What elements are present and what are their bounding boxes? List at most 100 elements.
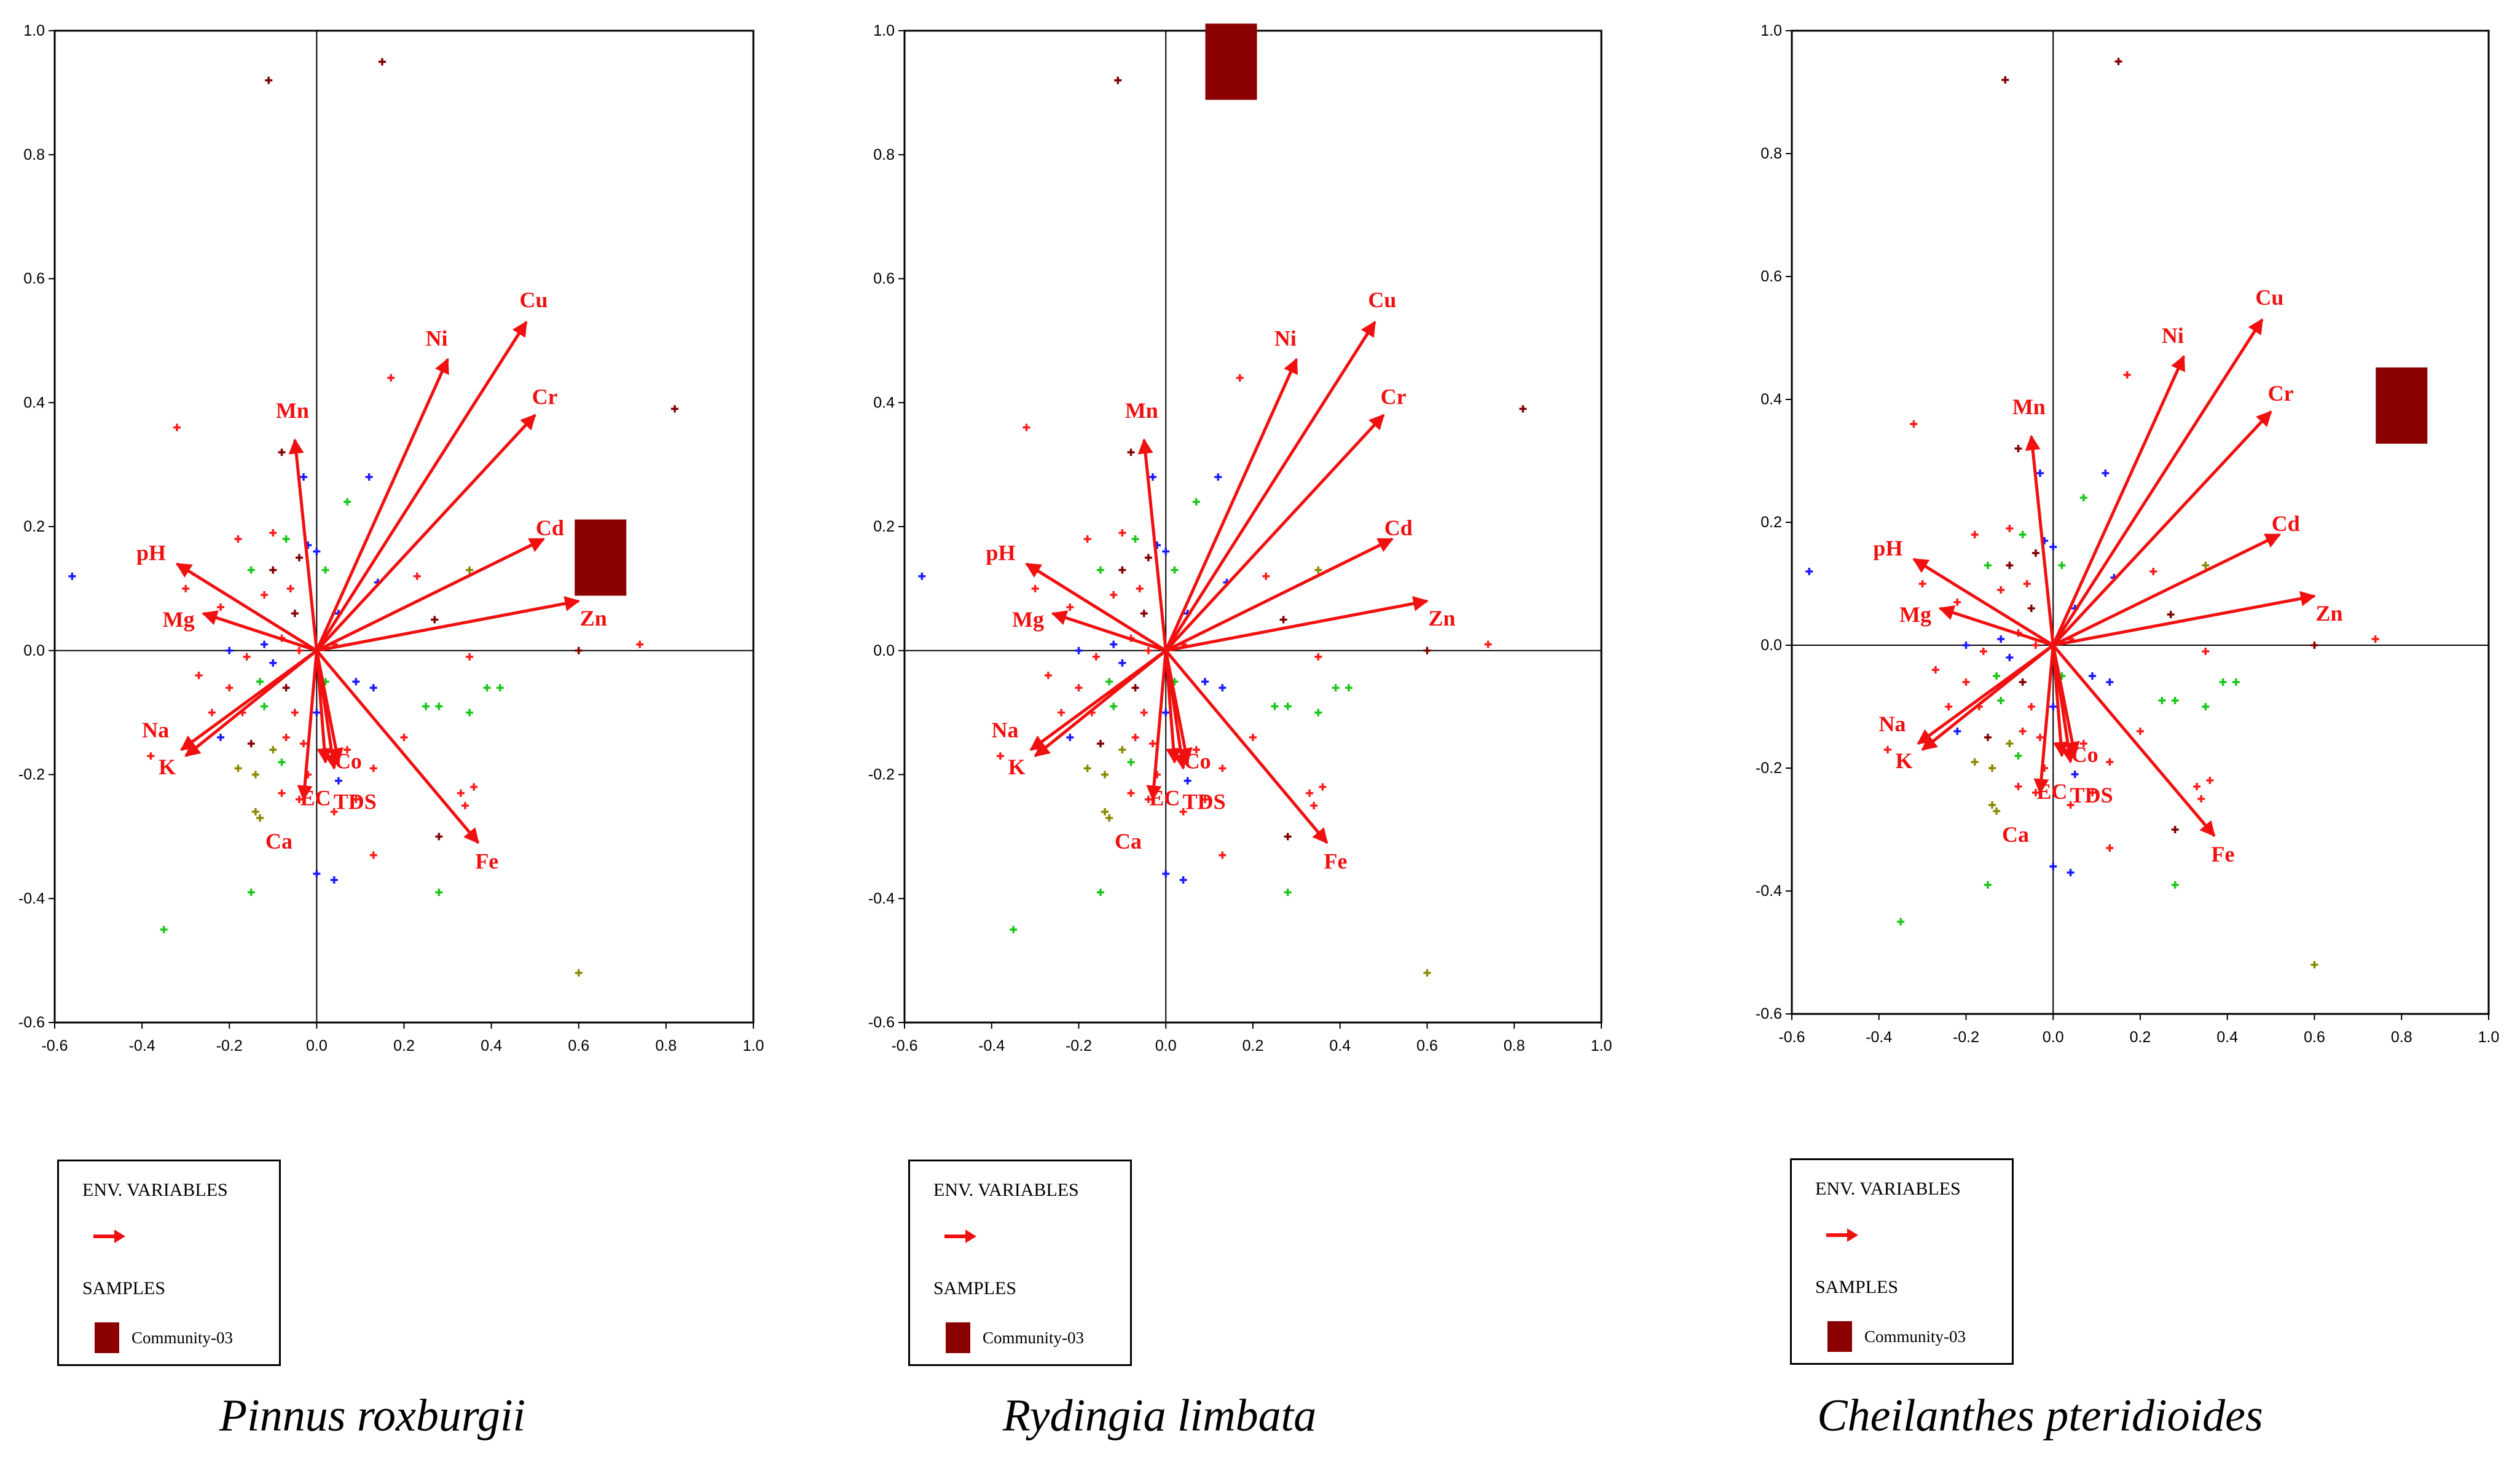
scatter-point	[1423, 969, 1431, 977]
scatter-point	[147, 752, 155, 760]
scatter-point	[483, 684, 491, 692]
scatter-point	[1192, 498, 1200, 506]
scatter-point	[2106, 758, 2114, 766]
y-tick-label: 0.8	[1760, 145, 1782, 162]
scatter-point	[2149, 568, 2157, 575]
scatter-point	[278, 448, 286, 456]
scatter-point	[1140, 610, 1148, 618]
scatter-point	[1279, 616, 1287, 624]
scatter-point	[1997, 586, 2005, 594]
env-label-tds: TDS	[334, 789, 377, 814]
env-arrow-fe	[1164, 650, 1329, 844]
scatter-point	[300, 473, 308, 481]
legend-env-label: ENV. VARIABLES	[933, 1180, 1079, 1200]
env-label-co: Co	[2071, 742, 2098, 767]
env-label-ni: Ni	[426, 326, 448, 351]
scatter-point	[261, 702, 269, 710]
env-label-cd: Cd	[1384, 516, 1413, 540]
y-tick-label: 0.2	[1760, 514, 1782, 531]
env-label-cr: Cr	[2268, 381, 2294, 406]
scatter-point	[1201, 678, 1209, 686]
ordination-plot-cheilanthes-pteridioides: -0.6 -0.4 -0.2 0.0 0.2 0.4 0.6 0.8 1.0 -0.6 -0.4 -0…	[1756, 22, 2499, 1046]
scatter-point	[422, 702, 430, 710]
y-tick-label: 0.2	[23, 518, 45, 535]
x-tick-label: 0.6	[2304, 1029, 2325, 1046]
env-arrow-fe	[2052, 644, 2216, 837]
y-tick-label: 0.6	[23, 270, 45, 288]
scatter-point	[1284, 702, 1292, 710]
scatter-point	[918, 572, 926, 580]
env-label-k: K	[1896, 748, 1913, 773]
env-arrow-cu	[1164, 321, 1376, 652]
env-label-cd: Cd	[2272, 511, 2300, 536]
community-sample-marker	[1205, 23, 1257, 100]
scatter-point	[2049, 543, 2057, 551]
community-sample-marker	[575, 519, 627, 596]
scatter-point	[234, 535, 242, 543]
env-label-cr: Cr	[1381, 384, 1407, 409]
scatter-point	[195, 672, 203, 680]
scatter-point	[457, 789, 465, 797]
scatter-point	[2310, 642, 2318, 649]
scatter-point	[2106, 678, 2114, 686]
scatter-point	[1484, 640, 1492, 648]
scatter-point	[282, 535, 290, 543]
env-label-zn: Zn	[1428, 606, 1455, 630]
x-tick-label: 0.6	[1416, 1037, 1438, 1054]
scatter-point	[300, 740, 308, 748]
caption-rydingia-limbata: Rydingia limbata	[1002, 1391, 1317, 1441]
scatter-point	[2019, 678, 2027, 686]
scatter-point	[226, 684, 234, 692]
scatter-point	[2067, 801, 2074, 809]
env-label-cu: Cu	[519, 288, 548, 312]
x-tick-label: 0.8	[1504, 1037, 1525, 1054]
env-arrow-cd	[2052, 533, 2282, 647]
scatter-point	[2197, 795, 2205, 803]
scatter-point	[1962, 678, 1970, 686]
scatter-point	[2089, 672, 2097, 680]
scatter-point	[1179, 876, 1187, 884]
scatter-point	[1127, 448, 1135, 456]
scatter-point	[1332, 684, 1340, 692]
x-tick-label: -0.6	[1778, 1029, 1805, 1046]
env-label-k: K	[159, 755, 176, 779]
scatter-point	[217, 603, 225, 611]
scatter-point	[466, 566, 474, 574]
scatter-point	[1127, 758, 1135, 766]
scatter-point	[265, 76, 273, 84]
scatter-point	[2202, 703, 2210, 710]
scatter-point	[1984, 734, 1992, 741]
scatter-point	[1997, 635, 2005, 643]
scatter-point	[68, 572, 76, 580]
scatter-point	[1144, 554, 1152, 562]
scatter-point	[217, 733, 225, 741]
env-arrow-zn	[1165, 595, 1429, 653]
scatter-point	[1897, 918, 1905, 925]
caption-pinnus-roxburgii: Pinnus roxburgii	[219, 1391, 526, 1441]
scatter-point	[461, 801, 469, 809]
y-tick-label: 0.6	[1760, 268, 1782, 285]
scatter-point	[1883, 746, 1891, 753]
env-label-zn: Zn	[580, 606, 607, 630]
env-label-na: Na	[142, 718, 169, 742]
scatter-point	[330, 808, 338, 816]
x-tick-label: -0.4	[129, 1037, 155, 1054]
scatter-point	[1162, 548, 1170, 556]
y-tick-label: 0.4	[1760, 391, 1782, 408]
scatter-point	[1075, 646, 1083, 654]
env-arrow-ph	[1025, 562, 1167, 652]
scatter-point	[2027, 703, 2035, 710]
scatter-point	[1183, 777, 1191, 785]
scatter-point	[352, 678, 360, 686]
env-arrow-ni	[315, 358, 449, 651]
scatter-point	[365, 473, 373, 481]
legend-arrow-icon	[944, 1230, 976, 1243]
y-tick-label: -0.6	[868, 1014, 895, 1031]
scatter-point	[330, 876, 338, 884]
env-arrow-cd	[1165, 537, 1394, 652]
scatter-point	[1127, 789, 1135, 797]
scatter-point	[1101, 771, 1109, 779]
scatter-point	[1219, 764, 1227, 772]
scatter-point	[2167, 611, 2175, 618]
env-arrow-k	[1034, 649, 1167, 758]
